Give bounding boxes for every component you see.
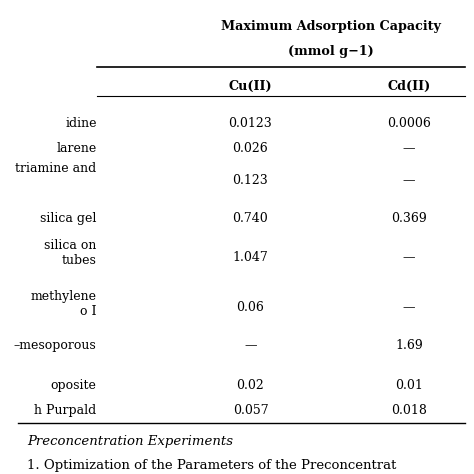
Text: —: — [402, 251, 415, 264]
Text: 0.0006: 0.0006 [387, 117, 431, 130]
Text: —: — [402, 142, 415, 155]
Text: 0.06: 0.06 [237, 301, 264, 314]
Text: larene: larene [56, 142, 97, 155]
Text: 0.018: 0.018 [391, 404, 427, 417]
Text: 0.026: 0.026 [233, 142, 268, 155]
Text: oposite: oposite [51, 379, 97, 392]
Text: 0.02: 0.02 [237, 379, 264, 392]
Text: silica gel: silica gel [40, 212, 97, 225]
Text: Preconcentration Experiments: Preconcentration Experiments [27, 435, 233, 448]
Text: methylene
o I: methylene o I [30, 290, 97, 318]
Text: 0.0123: 0.0123 [228, 117, 273, 130]
Text: Cu(II): Cu(II) [228, 80, 272, 93]
Text: triamine and: triamine and [15, 162, 97, 175]
Text: silica on
tubes: silica on tubes [40, 239, 97, 267]
Text: 0.057: 0.057 [233, 404, 268, 417]
Text: 1. Optimization of the Parameters of the Preconcentrat: 1. Optimization of the Parameters of the… [27, 459, 397, 472]
Text: h Purpald: h Purpald [34, 404, 97, 417]
Text: —: — [402, 301, 415, 314]
Text: idine: idine [65, 117, 97, 130]
Text: 0.01: 0.01 [395, 379, 423, 392]
Text: 0.369: 0.369 [391, 212, 427, 225]
Text: 1.047: 1.047 [233, 251, 268, 264]
Text: —: — [402, 174, 415, 188]
Text: 0.123: 0.123 [233, 174, 268, 188]
Text: 1.69: 1.69 [395, 338, 423, 352]
Text: —: — [244, 338, 257, 352]
Text: Cd(II): Cd(II) [387, 80, 430, 93]
Text: Maximum Adsorption Capacity: Maximum Adsorption Capacity [221, 20, 441, 33]
Text: 0.740: 0.740 [233, 212, 268, 225]
Text: (mmol g−1): (mmol g−1) [288, 45, 374, 57]
Text: –mesoporous: –mesoporous [14, 338, 97, 352]
